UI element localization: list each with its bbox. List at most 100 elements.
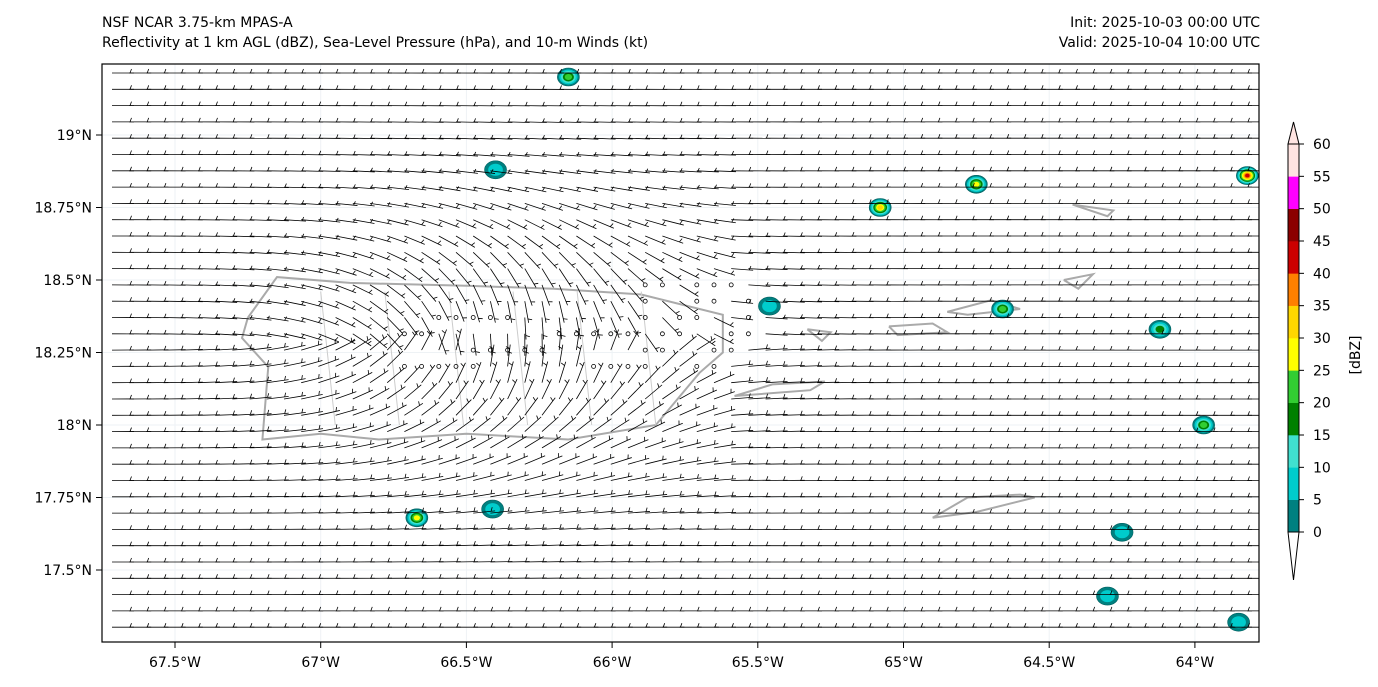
wind-barb-flag	[490, 524, 493, 529]
wind-barb-flag	[284, 392, 287, 397]
wind-barb-flag	[989, 492, 992, 497]
wind-barb-flag	[1075, 345, 1078, 351]
wind-barb-flag	[731, 474, 734, 480]
wind-barb-flag	[542, 573, 545, 579]
wind-barb-flag	[215, 508, 218, 514]
wind-barb-flag	[1075, 443, 1078, 449]
wind-barb-flag	[638, 314, 643, 317]
wind-barb-flag	[1265, 102, 1267, 106]
wind-barb	[576, 301, 584, 323]
wind-barb-flag	[267, 360, 269, 365]
wind-barb-flag	[490, 606, 494, 611]
wind-barb-flag	[439, 490, 441, 495]
wind-barb-flag	[1178, 313, 1182, 318]
wind-barb-flag	[525, 590, 528, 595]
wind-barb-flag	[989, 525, 992, 530]
wind-barb-flag	[1196, 280, 1199, 286]
wind-barb-flag	[1041, 411, 1044, 416]
wind-barb	[438, 329, 447, 351]
wind-barb-flag	[1041, 443, 1044, 449]
wind-barb-flag	[232, 68, 236, 74]
wind-barb-flag	[679, 456, 682, 461]
wind-barb-flag	[215, 215, 218, 221]
wind-barb-flag	[369, 271, 373, 276]
wind-barb	[421, 300, 435, 320]
wind-barb-flag	[422, 68, 425, 74]
wind-barb-flag	[439, 68, 442, 74]
wind-barb-flag	[198, 134, 201, 139]
wind-barb-flag	[1247, 411, 1250, 416]
wind-barb-flag	[817, 215, 820, 221]
wind-barb-flag	[1178, 427, 1182, 432]
wind-barb-flag	[404, 220, 408, 225]
wind-barb-flag	[714, 574, 717, 579]
wind-barb-flag	[301, 442, 304, 447]
wind-barb	[318, 300, 340, 309]
wind-barb-flag	[1024, 378, 1027, 383]
wind-barb-flag	[903, 574, 906, 579]
wind-barb	[421, 383, 438, 400]
wind-barb-flag	[852, 606, 855, 612]
wind-barb-flag	[817, 117, 820, 123]
municipal-boundary	[384, 291, 400, 426]
wind-barb-flag	[336, 117, 339, 123]
wind-barb-flag	[1265, 558, 1267, 562]
wind-barb-flag	[748, 68, 752, 74]
wind-barb-flag	[1127, 215, 1130, 220]
wind-barb-flag	[1161, 394, 1164, 400]
wind-barb-flag	[542, 557, 545, 562]
wind-barb-flag	[748, 606, 752, 612]
wind-barb-flag	[508, 101, 511, 106]
wind-barb-flag	[267, 249, 270, 254]
wind-barb-flag	[571, 263, 576, 266]
wind-barb-flag	[1092, 557, 1096, 563]
wind-barb-flag	[1230, 492, 1233, 497]
wind-barb-flag	[1110, 215, 1113, 220]
wind-barb	[627, 476, 650, 481]
wind-barb-flag	[817, 492, 820, 497]
wind-barb-flag	[507, 151, 511, 157]
wind-barb-flag	[267, 541, 270, 546]
wind-barb-flag	[507, 506, 510, 512]
wind-barb-flag	[387, 508, 390, 513]
wind-barb-flag	[662, 221, 666, 226]
calm-wind-circle	[436, 315, 442, 320]
wind-barb-flag	[523, 224, 528, 228]
wind-barb	[679, 352, 698, 367]
wind-barb-flag	[714, 508, 717, 513]
wind-barb	[507, 474, 529, 481]
wind-barb-flag	[852, 443, 855, 448]
wind-barb-flag	[1006, 378, 1010, 383]
wind-barb-flag	[714, 606, 717, 612]
wind-barb-flag	[886, 248, 889, 253]
wind-barb-flag	[783, 410, 786, 415]
wind-barb-flag	[370, 623, 373, 628]
wind-barb-flag	[1265, 542, 1267, 546]
wind-barb-flag	[1230, 623, 1233, 628]
wind-barb-flag	[697, 541, 700, 546]
wind-barb-flag	[1178, 101, 1182, 106]
calm-wind-circle	[694, 363, 700, 369]
wind-barb-flag	[301, 375, 303, 380]
wind-barb-flag	[559, 524, 562, 529]
wind-barb-flag	[439, 185, 442, 191]
wind-barb-flag	[559, 101, 562, 107]
wind-barb-flag	[456, 68, 459, 74]
wind-barb-flag	[1058, 345, 1061, 351]
wind-barb-flag	[783, 166, 786, 172]
wind-barb-flag	[1178, 508, 1182, 514]
wind-barb-flag	[387, 101, 390, 106]
wind-barb-flag	[1024, 150, 1027, 155]
wind-barb-flag	[1092, 117, 1096, 123]
wind-barb-flag	[920, 101, 924, 106]
wind-barb-flag	[1075, 606, 1078, 612]
wind-barb-flag	[1127, 166, 1130, 171]
wind-barb-flag	[628, 541, 631, 546]
wind-barb	[490, 219, 511, 230]
wind-barb	[438, 235, 459, 247]
wind-barb-flag	[542, 506, 545, 512]
wind-barb	[696, 251, 718, 260]
wind-barb-flag	[903, 525, 906, 530]
wind-barb-flag	[404, 101, 408, 106]
wind-barb-flag	[1024, 280, 1027, 286]
